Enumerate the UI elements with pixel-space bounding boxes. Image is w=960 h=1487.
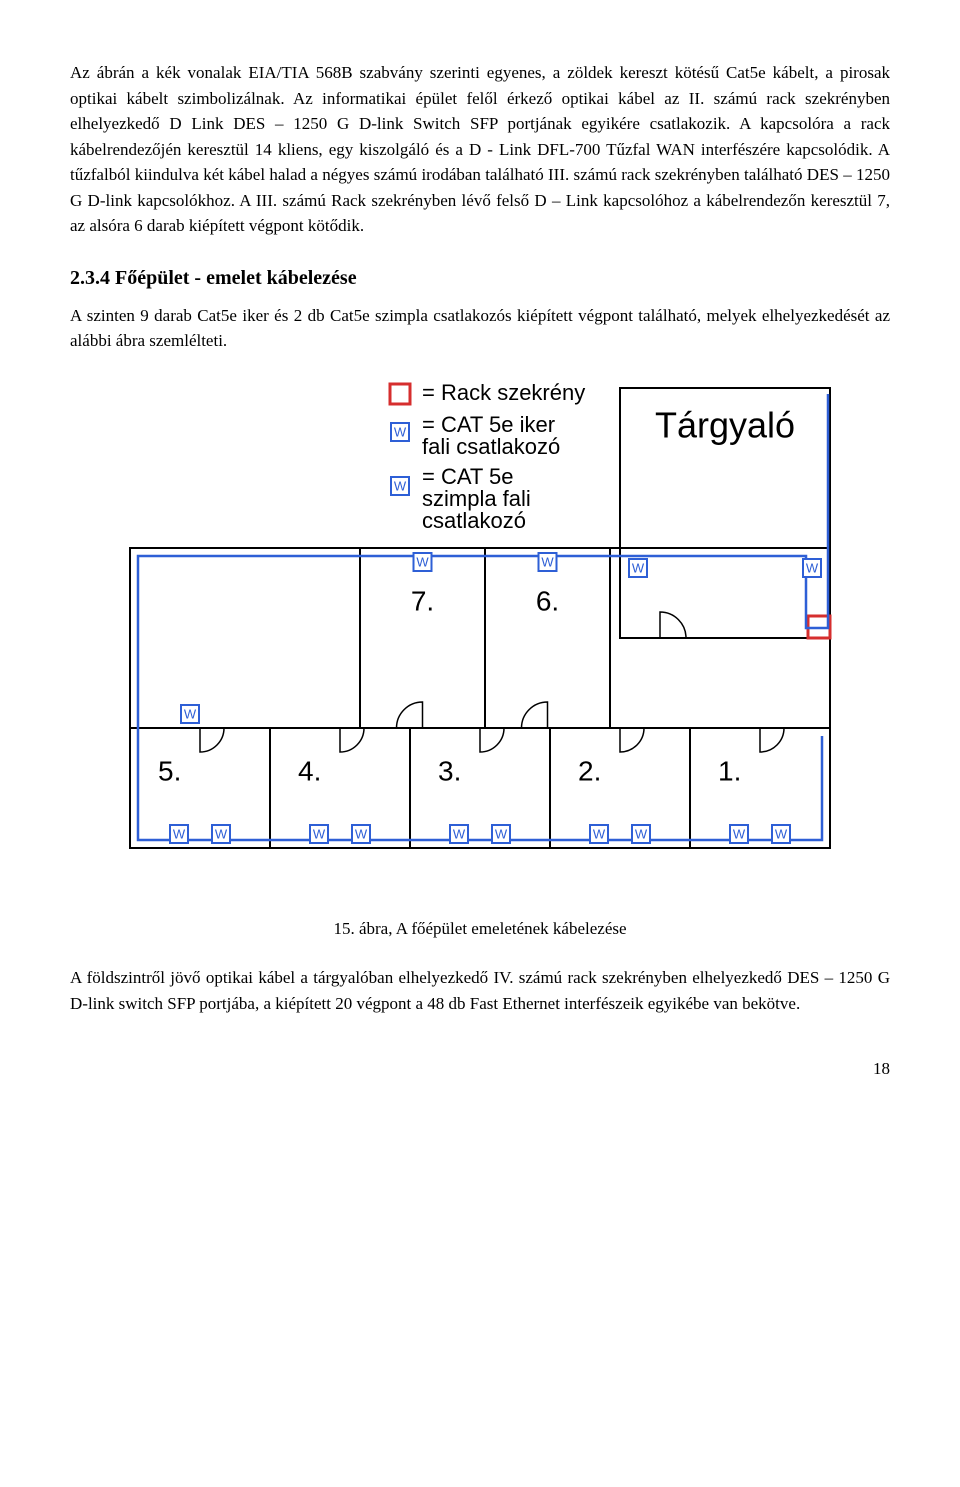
- svg-text:W: W: [215, 826, 228, 841]
- svg-text:= Rack szekrény: = Rack szekrény: [422, 379, 585, 404]
- svg-text:W: W: [355, 826, 368, 841]
- svg-text:W: W: [593, 826, 606, 841]
- svg-text:W: W: [541, 554, 554, 569]
- svg-text:4.: 4.: [298, 755, 321, 786]
- svg-text:5.: 5.: [158, 755, 181, 786]
- svg-text:W: W: [394, 424, 407, 439]
- svg-text:3.: 3.: [438, 755, 461, 786]
- svg-text:fali csatlakozó: fali csatlakozó: [422, 433, 560, 458]
- svg-text:1.: 1.: [718, 755, 741, 786]
- paragraph-2: A szinten 9 darab Cat5e iker és 2 db Cat…: [70, 303, 890, 354]
- svg-text:W: W: [632, 560, 645, 575]
- svg-text:W: W: [173, 826, 186, 841]
- paragraph-3: A földszintről jövő optikai kábel a tárg…: [70, 965, 890, 1016]
- svg-text:W: W: [775, 826, 788, 841]
- paragraph-1: Az ábrán a kék vonalak EIA/TIA 568B szab…: [70, 60, 890, 239]
- svg-text:csatlakozó: csatlakozó: [422, 507, 526, 532]
- svg-text:7.: 7.: [411, 585, 434, 616]
- svg-text:2.: 2.: [578, 755, 601, 786]
- floorplan-diagram: = Rack szekrényWW= CAT 5e ikerfali csatl…: [90, 368, 870, 888]
- figure-container: = Rack szekrényWW= CAT 5e ikerfali csatl…: [70, 368, 890, 888]
- svg-text:6.: 6.: [536, 585, 559, 616]
- svg-text:W: W: [394, 478, 407, 493]
- svg-text:W: W: [184, 706, 197, 721]
- svg-text:W: W: [635, 826, 648, 841]
- svg-text:W: W: [806, 560, 819, 575]
- svg-text:W: W: [453, 826, 466, 841]
- section-heading: 2.3.4 Főépület - emelet kábelezése: [70, 263, 890, 293]
- svg-text:W: W: [416, 554, 429, 569]
- svg-text:Tárgyaló: Tárgyaló: [655, 404, 795, 445]
- svg-text:W: W: [313, 826, 326, 841]
- svg-text:W: W: [495, 826, 508, 841]
- svg-text:W: W: [733, 826, 746, 841]
- page-number: 18: [70, 1056, 890, 1082]
- figure-caption: 15. ábra, A főépület emeletének kábelezé…: [70, 916, 890, 942]
